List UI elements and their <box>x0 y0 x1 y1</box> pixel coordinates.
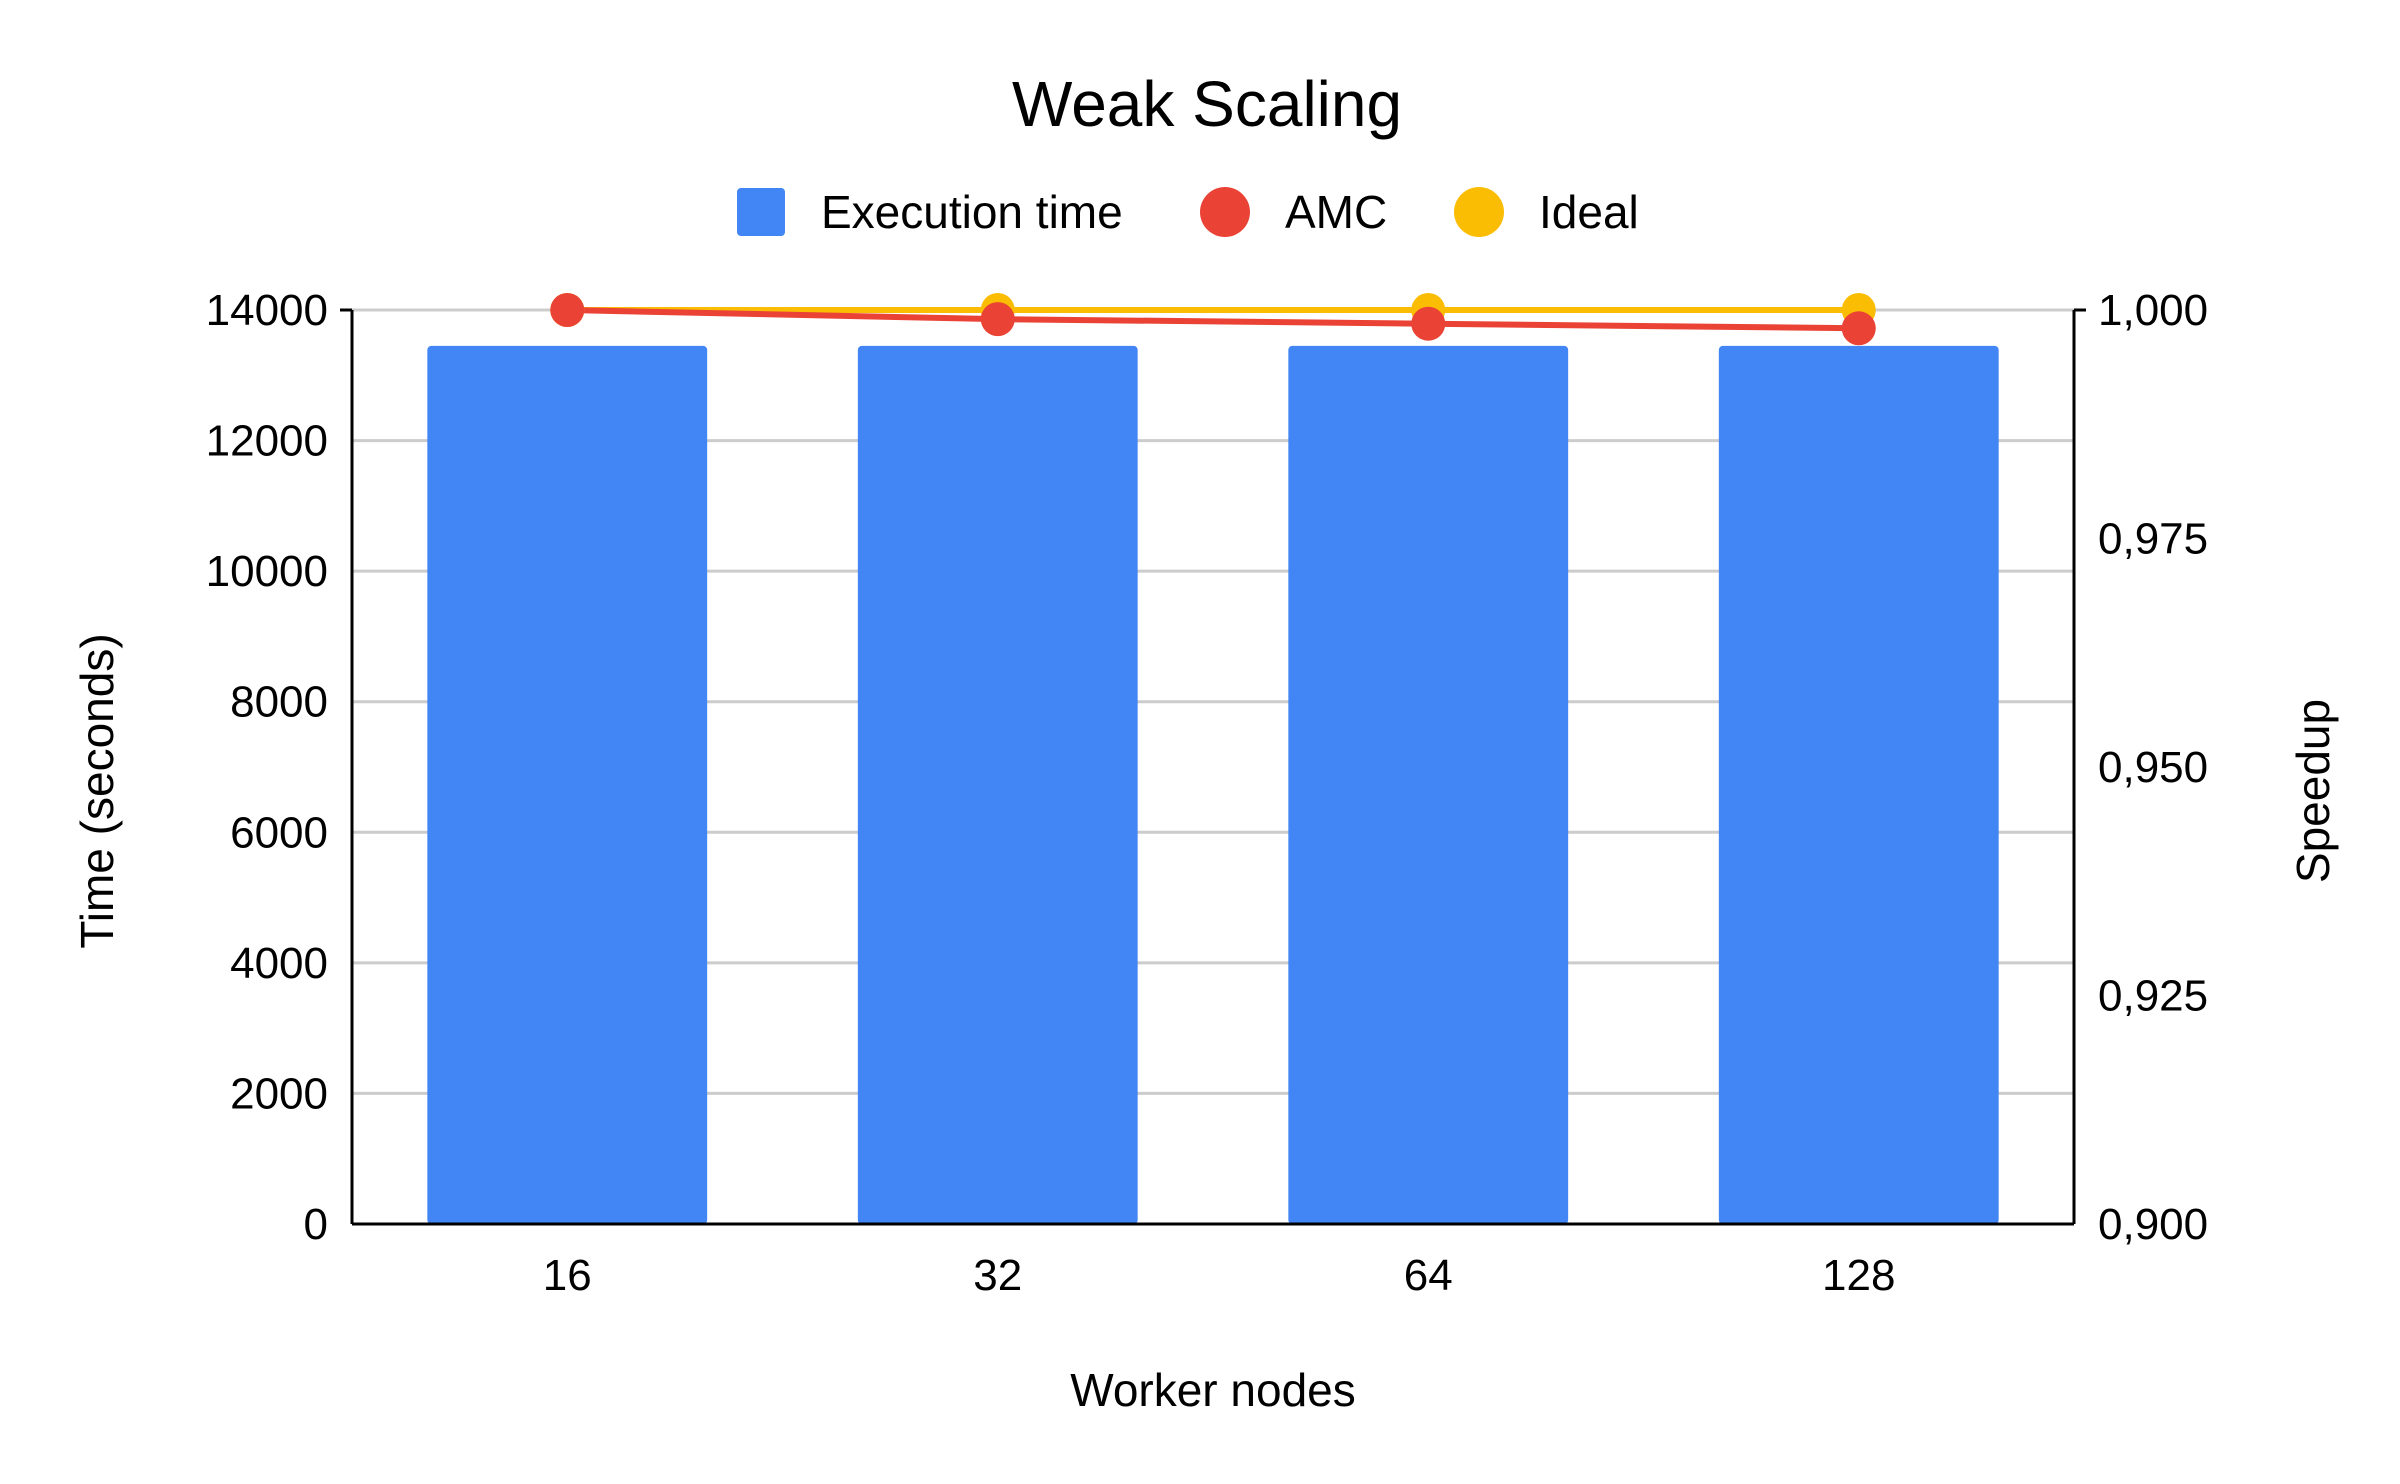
chart-title: Weak Scaling <box>1012 68 1402 140</box>
legend-label-execution-time: Execution time <box>821 186 1123 238</box>
point-amc <box>550 293 585 327</box>
point-amc <box>1411 306 1446 341</box>
y-tick-label: 8000 <box>230 678 328 727</box>
axes <box>340 308 2086 1226</box>
legend-item-ideal: Ideal <box>1454 186 1639 238</box>
legend: Execution time AMC Ideal <box>737 186 1639 238</box>
y-tick-label: 4000 <box>230 939 328 988</box>
x-axis-label: Worker nodes <box>1070 1364 1356 1416</box>
x-axis-ticks: 16 32 64 128 <box>543 1251 1896 1300</box>
y2-tick-label: 0,950 <box>2098 743 2208 792</box>
y2-axis-label: Speedup <box>2287 699 2339 883</box>
y2-tick-label: 0,900 <box>2098 1200 2208 1249</box>
legend-swatch-amc <box>1200 187 1250 237</box>
y2-tick-label: 1,000 <box>2098 286 2208 335</box>
legend-item-execution-time: Execution time <box>737 186 1123 238</box>
bar-execution-time <box>1288 345 1569 1225</box>
point-amc <box>980 302 1015 337</box>
y-tick-label: 2000 <box>230 1069 328 1118</box>
y-tick-label: 0 <box>304 1200 328 1249</box>
y2-tick-label: 0,925 <box>2098 972 2208 1021</box>
bars <box>427 345 1999 1225</box>
x-tick-label: 16 <box>543 1251 592 1300</box>
x-tick-label: 64 <box>1404 1251 1453 1300</box>
y-tick-label: 14000 <box>206 286 328 335</box>
legend-item-amc: AMC <box>1200 186 1387 238</box>
legend-swatch-execution-time <box>737 188 785 236</box>
legend-label-ideal: Ideal <box>1539 186 1639 238</box>
x-tick-label: 32 <box>973 1251 1022 1300</box>
x-tick-label: 128 <box>1822 1251 1895 1300</box>
y-tick-label: 10000 <box>206 547 328 596</box>
y-axis-label: Time (seconds) <box>71 633 123 948</box>
point-amc <box>1841 311 1876 346</box>
series-lines <box>550 293 1876 346</box>
y2-tick-label: 0,975 <box>2098 515 2208 564</box>
bar-execution-time <box>1718 345 1999 1225</box>
y-tick-label: 6000 <box>230 808 328 857</box>
y-tick-label: 12000 <box>206 417 328 466</box>
left-axis-ticks: 0 2000 4000 6000 8000 10000 12000 14000 <box>206 286 328 1249</box>
legend-label-amc: AMC <box>1285 186 1387 238</box>
line-amc <box>567 307 1859 332</box>
bar-execution-time <box>427 345 708 1225</box>
legend-swatch-ideal <box>1454 187 1504 237</box>
right-axis-ticks: 0,900 0,925 0,950 0,975 1,000 <box>2098 286 2208 1249</box>
bar-execution-time <box>857 345 1138 1225</box>
